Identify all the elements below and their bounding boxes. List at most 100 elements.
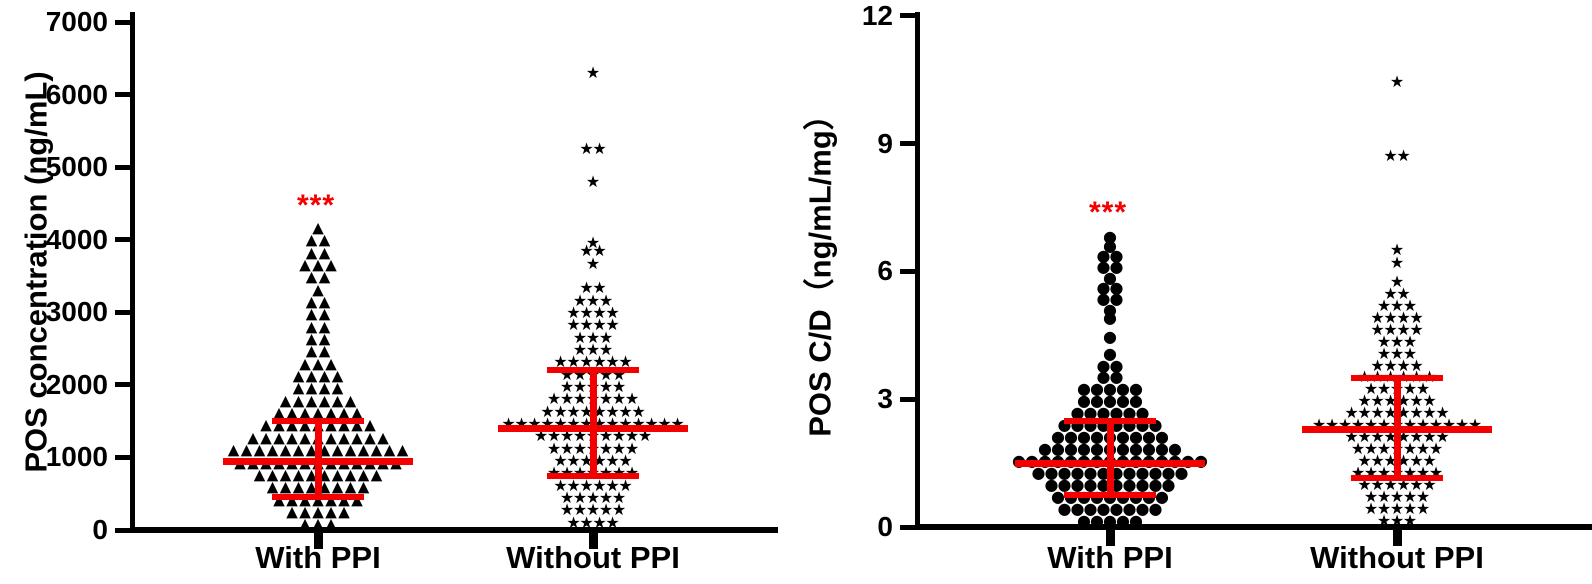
data-point: ▲ <box>299 428 311 447</box>
x-category-label: Without PPI <box>506 540 680 575</box>
data-point: ★ <box>605 451 620 471</box>
data-point: ● <box>1083 462 1098 482</box>
y-tick-label: 3000 <box>45 296 108 328</box>
data-point: ★ <box>1435 427 1450 447</box>
y-tick <box>115 92 130 98</box>
data-point: ● <box>1122 498 1137 518</box>
data-point: ★ <box>605 401 620 421</box>
data-point: ★ <box>559 389 575 409</box>
data-point: ● <box>1109 403 1124 423</box>
data-point: ● <box>1116 379 1130 399</box>
data-point: ★ <box>579 475 594 495</box>
x-category-label: With PPI <box>1047 540 1173 575</box>
data-point: ★ <box>579 512 594 532</box>
data-point: ▲ <box>299 403 311 422</box>
data-point: ▲ <box>344 391 357 410</box>
data-point: ★ <box>1415 439 1431 459</box>
data-point: ● <box>1122 403 1137 423</box>
x-category-label: Without PPI <box>1310 540 1484 575</box>
data-point: ★ <box>1402 510 1418 530</box>
data-point: ▲ <box>318 329 331 348</box>
data-point: ★ <box>1376 331 1392 351</box>
data-point: ● <box>1116 510 1130 530</box>
data-point: ▲ <box>305 477 318 496</box>
data-point: ▲ <box>305 304 318 323</box>
data-point: ● <box>1044 462 1059 482</box>
data-point: ● <box>1155 439 1169 459</box>
data-point: ▲ <box>312 354 324 373</box>
data-point: ★ <box>572 438 588 458</box>
data-point: ★ <box>611 500 627 520</box>
data-point: ▲ <box>357 477 370 496</box>
data-point: ▲ <box>266 465 279 484</box>
data-point: ★ <box>598 488 614 508</box>
data-point: ★ <box>1389 240 1405 260</box>
data-point: ★ <box>1370 450 1385 470</box>
data-point: ▲ <box>318 317 331 336</box>
data-point: ● <box>1096 498 1111 518</box>
data-point: ★ <box>1409 319 1424 339</box>
y-axis-line <box>130 12 135 533</box>
y-tick-label: 0 <box>92 514 108 545</box>
y-tick <box>115 527 130 533</box>
data-point: ● <box>1077 510 1091 530</box>
y-tick-label: 12 <box>861 0 893 31</box>
data-point: ★ <box>1370 307 1385 327</box>
y-tick-label: 7000 <box>45 6 108 37</box>
data-point: ● <box>1116 391 1130 411</box>
data-point: ★ <box>598 290 614 310</box>
y-tick <box>115 454 130 460</box>
data-point: ▲ <box>318 378 331 397</box>
data-point: ▲ <box>370 440 383 459</box>
data-point: ▲ <box>299 502 311 521</box>
data-point: ● <box>1070 498 1085 518</box>
data-point: ● <box>1070 462 1085 482</box>
data-point: ▲ <box>331 440 344 459</box>
data-point: ● <box>1116 427 1130 447</box>
iqr-upper-cap <box>1351 374 1443 381</box>
data-point: ★ <box>1357 427 1372 447</box>
data-point: ★ <box>1409 403 1424 423</box>
data-point: ▲ <box>279 440 292 459</box>
data-point: ★ <box>1422 450 1437 470</box>
data-point: ★ <box>592 241 607 261</box>
data-point: ▲ <box>318 391 331 410</box>
x-category-label: With PPI <box>255 540 381 575</box>
data-point: ★ <box>572 327 588 347</box>
y-tick-label: 4000 <box>45 223 108 255</box>
data-point: ★ <box>1376 486 1392 506</box>
data-point: ▲ <box>299 255 311 274</box>
data-point: ★ <box>566 475 581 495</box>
data-point: ★ <box>1402 343 1418 363</box>
data-point: ● <box>1161 462 1176 482</box>
data-point: ★ <box>1389 331 1405 351</box>
data-point: ★ <box>1376 439 1392 459</box>
data-point: ▲ <box>292 465 305 484</box>
data-point: ● <box>1155 427 1169 447</box>
data-point: ● <box>1142 439 1156 459</box>
data-point: ▲ <box>344 465 357 484</box>
data-point: ● <box>1103 267 1117 287</box>
data-point: ▲ <box>292 477 305 496</box>
data-point: ★ <box>566 401 581 421</box>
data-point: ▲ <box>292 378 305 397</box>
data-point: ★ <box>1370 355 1385 375</box>
data-point: ★ <box>618 401 633 421</box>
data-point: ▲ <box>286 415 298 434</box>
data-point: ★ <box>559 488 575 508</box>
x-tick <box>313 533 323 549</box>
data-point: ★ <box>1344 427 1359 447</box>
data-point: ★ <box>1370 319 1385 339</box>
iqr-upper-cap <box>1064 417 1156 424</box>
data-point: ▲ <box>318 366 331 385</box>
data-point: ★ <box>1428 439 1444 459</box>
data-point: ★ <box>1389 252 1405 272</box>
data-point: ★ <box>572 389 588 409</box>
data-point: ★ <box>585 500 601 520</box>
data-point: ★ <box>1409 427 1424 447</box>
y-tick <box>900 268 915 274</box>
data-point: ▲ <box>318 465 331 484</box>
y-tick-label: 5000 <box>45 151 108 183</box>
data-point: ▲ <box>325 514 337 533</box>
data-point: ● <box>1135 498 1150 518</box>
